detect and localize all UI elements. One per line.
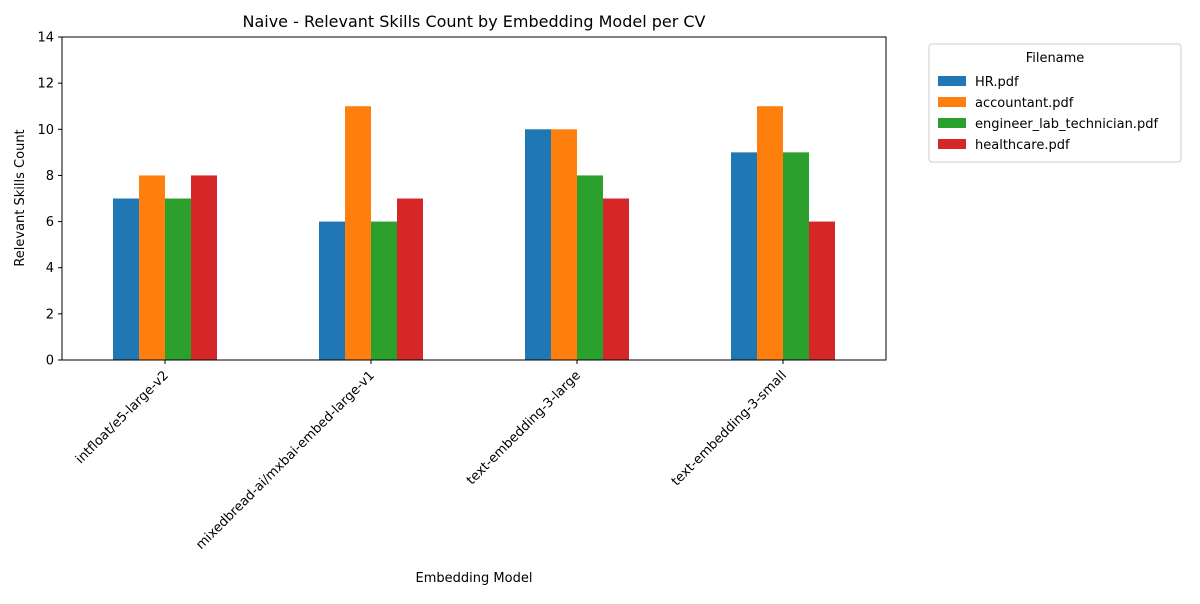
y-tick-label: 2 (46, 307, 54, 322)
y-tick-label: 12 (37, 77, 54, 92)
bar-healthcare-pdf-1 (397, 198, 423, 360)
legend-swatch (938, 76, 966, 86)
x-axis-label: Embedding Model (416, 571, 533, 586)
bar-accountant-pdf-1 (345, 106, 371, 361)
y-tick-label: 0 (46, 354, 54, 369)
legend-entry-label: HR.pdf (975, 75, 1019, 90)
bar-healthcare-pdf-0 (191, 175, 217, 360)
y-axis: 0 2 4 6 8 10 12 14 (37, 31, 62, 369)
bar-healthcare-pdf-3 (809, 221, 835, 360)
bar-engineer-lab-technician-pdf-0 (165, 198, 191, 360)
legend-swatch (938, 118, 966, 128)
bar-engineer-lab-technician-pdf-3 (783, 152, 809, 360)
bar-accountant-pdf-0 (139, 175, 165, 360)
bar-healthcare-pdf-2 (603, 198, 629, 360)
bar-hr-pdf-2 (525, 129, 551, 360)
bar-hr-pdf-3 (731, 152, 757, 360)
legend-swatch (938, 97, 966, 107)
bar-hr-pdf-0 (113, 198, 139, 360)
y-tick-label: 14 (37, 31, 54, 46)
y-tick-label: 4 (46, 261, 54, 276)
bar-engineer-lab-technician-pdf-1 (371, 221, 397, 360)
x-tick-label: intfloat/e5-large-v2 (73, 368, 172, 467)
chart-title: Naive - Relevant Skills Count by Embeddi… (242, 12, 705, 31)
y-tick-label: 10 (37, 123, 54, 138)
legend-box (928, 43, 1182, 163)
x-tick-label: text-embedding-3-large (464, 368, 584, 488)
legend-entry-label: engineer_lab_technician.pdf (975, 117, 1158, 132)
bar-engineer-lab-technician-pdf-2 (577, 175, 603, 360)
plot-frame (61, 36, 887, 361)
x-axis: intfloat/e5-large-v2 mixedbread-ai/mxbai-… (73, 360, 790, 553)
legend-entry-label: healthcare.pdf (975, 138, 1070, 153)
legend: Filename HR.pdf accountant.pdf engineer_lab… (928, 43, 1182, 163)
plot-area (61, 36, 887, 361)
y-tick-label: 6 (46, 215, 54, 230)
bar-hr-pdf-1 (319, 221, 345, 360)
x-tick-label: text-embedding-3-small (669, 368, 790, 489)
legend-entry-label: accountant.pdf (975, 96, 1074, 111)
legend-swatch (938, 139, 966, 149)
legend-title: Filename (1026, 51, 1085, 66)
x-tick-label: mixedbread-ai/mxbai-embed-large-v1 (193, 368, 378, 553)
y-axis-label: Relevant Skills Count (13, 129, 28, 266)
y-tick-label: 8 (46, 169, 54, 184)
bar-accountant-pdf-3 (757, 106, 783, 361)
bar-accountant-pdf-2 (551, 129, 577, 360)
